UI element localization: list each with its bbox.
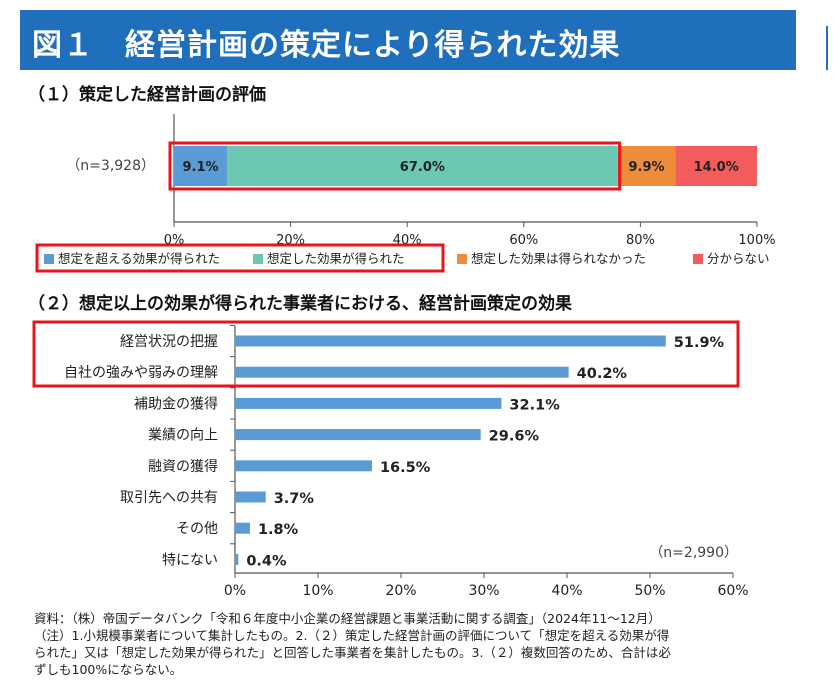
bar [235, 553, 239, 565]
legend-label: 分からない [707, 251, 770, 266]
x-tick-label: 50% [634, 583, 665, 599]
stacked-bar-segment [675, 146, 757, 186]
segment-value-label: 9.9% [628, 160, 664, 175]
x-tick-label: 100% [738, 233, 775, 248]
category-label: 業績の向上 [148, 428, 218, 444]
sample-size-label: （n=3,928） [66, 158, 155, 174]
section2-heading: （２）想定以上の効果が得られた事業者における、経営計画策定の効果 [28, 294, 572, 314]
highlight-box-legend [35, 243, 445, 273]
footnote-note-line1: （注）1.小規模事業者について集計したもの。2.（２）策定した経営計画の評価につ… [34, 628, 670, 643]
x-tick-label: 30% [468, 583, 499, 599]
x-tick-label: 0% [224, 583, 246, 599]
legend-label: 想定を超える効果が得られた [58, 251, 220, 266]
category-label: 取引先への共有 [120, 490, 218, 506]
footnote-source: 資料：（株）帝国データバンク「令和６年度中小企業の経営課題と事業活動に関する調査… [34, 611, 661, 626]
value-label: 0.4% [246, 553, 287, 569]
bar [235, 429, 481, 441]
category-label: 特にない [162, 552, 218, 568]
category-label: 自社の強みや弱みの理解 [64, 365, 218, 381]
stacked-bar-segment [227, 146, 618, 186]
stacked-bar-segment [174, 146, 228, 186]
value-label: 3.7% [274, 491, 315, 507]
value-label: 16.5% [380, 460, 431, 476]
legend-label: 想定した効果は得られなかった [471, 251, 646, 266]
bar [235, 522, 250, 534]
legend-label: 想定した効果が得られた [267, 251, 405, 266]
section1-heading: （１）策定した経営計画の評価 [28, 85, 266, 105]
legend-swatch [457, 254, 467, 264]
bar [235, 335, 666, 347]
value-label: 29.6% [489, 429, 540, 445]
bar [235, 460, 372, 472]
sample-size-label: （n=2,990） [649, 545, 738, 561]
value-label: 1.8% [258, 522, 299, 538]
legend-swatch [693, 254, 703, 264]
category-label: その他 [176, 521, 218, 537]
category-label: 経営状況の把握 [120, 334, 218, 350]
segment-value-label: 67.0% [400, 160, 445, 175]
segment-value-label: 14.0% [694, 160, 739, 175]
legend-swatch [253, 254, 263, 264]
bar [235, 366, 569, 378]
bar [235, 491, 266, 503]
page-title: 図１ 経営計画の策定により得られた効果 [32, 28, 621, 63]
x-tick-label: 60% [717, 583, 748, 599]
highlight-box-top2 [32, 320, 740, 388]
edge-accent-line [826, 26, 828, 70]
value-label: 51.9% [674, 335, 725, 351]
stacked-bar-segment [617, 146, 676, 186]
footnote-note-line2: られた」又は「想定した効果が得られた」と回答した事業者を集計したもの。3.（２）… [34, 645, 671, 660]
footnotes: 資料：（株）帝国データバンク「令和６年度中小企業の経営課題と事業活動に関する調査… [34, 610, 824, 678]
footnote-note-line3: ずしも100%にならない。 [34, 662, 183, 677]
value-label: 32.1% [509, 397, 560, 413]
category-label: 融資の獲得 [148, 458, 218, 475]
category-label: 補助金の獲得 [134, 395, 218, 412]
x-tick-label: 10% [302, 583, 333, 599]
x-tick-label: 80% [626, 233, 655, 248]
value-label: 40.2% [577, 366, 628, 382]
x-tick-label: 20% [385, 583, 416, 599]
title-bar [20, 10, 796, 70]
bar [235, 397, 502, 409]
segment-value-label: 9.1% [182, 160, 218, 175]
highlight-box-bar [168, 141, 622, 191]
legend-swatch [44, 254, 54, 264]
x-tick-label: 60% [509, 233, 538, 248]
x-tick-label: 40% [551, 583, 582, 599]
